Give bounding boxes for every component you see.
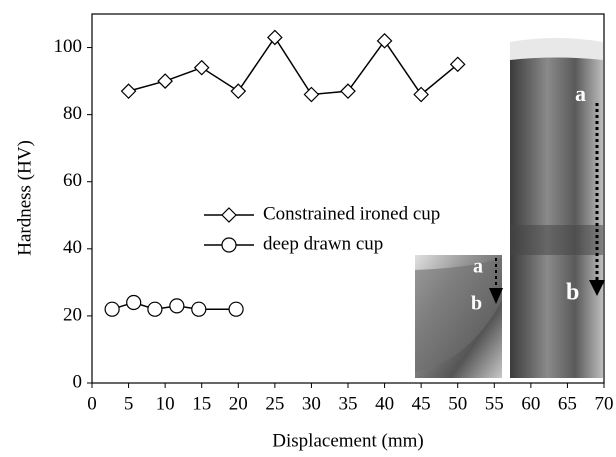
photo-label: b [471, 293, 482, 315]
y-tick-label: 0 [73, 371, 83, 392]
photo-small: a b [415, 255, 503, 378]
point [191, 301, 207, 317]
x-tick-label: 35 [339, 393, 358, 414]
x-tick-label: 0 [87, 393, 97, 414]
x-tick-label: 5 [124, 393, 134, 414]
point [193, 59, 210, 76]
legend-marker [221, 237, 237, 253]
y-tick-label: 60 [63, 170, 82, 191]
legend-marker [221, 207, 237, 223]
y-tick-label: 100 [54, 36, 83, 57]
photo-large: a b [510, 38, 605, 378]
point [449, 56, 466, 73]
y-tick-label: 80 [63, 103, 82, 124]
point [228, 301, 244, 317]
point [340, 83, 356, 100]
point [303, 86, 320, 103]
x-tick-label: 40 [375, 393, 394, 414]
legend-label: Constrained ironed cup [263, 203, 440, 224]
x-tick-label: 70 [595, 393, 614, 414]
point [169, 298, 185, 314]
legend-label: deep drawn cup [263, 233, 383, 254]
point [126, 294, 142, 311]
x-tick-label: 45 [412, 393, 431, 414]
x-tick-label: 15 [192, 393, 211, 414]
point [120, 83, 137, 100]
point [267, 29, 283, 46]
x-tick-label: 10 [156, 393, 175, 414]
point [147, 301, 163, 317]
x-tick-label: 60 [521, 393, 540, 414]
x-tick-label: 55 [485, 393, 504, 414]
point [104, 301, 120, 317]
x-tick-label: 50 [448, 393, 467, 414]
point [230, 83, 247, 100]
x-tick-label: 25 [265, 393, 284, 414]
y-axis-label: Hardness (HV) [14, 140, 35, 256]
x-axis-label: Displacement (mm) [272, 430, 423, 451]
x-tick-label: 20 [229, 393, 248, 414]
photo-label: a [575, 81, 586, 106]
point [376, 32, 393, 49]
point [157, 73, 173, 89]
photo-label: b [566, 280, 579, 306]
photo-label: a [473, 256, 483, 278]
series-line [128, 36, 459, 96]
point [413, 86, 429, 103]
y-tick-label: 40 [63, 237, 82, 258]
y-tick-label: 20 [63, 304, 82, 325]
x-tick-label: 30 [302, 393, 321, 414]
x-tick-label: 65 [558, 393, 577, 414]
